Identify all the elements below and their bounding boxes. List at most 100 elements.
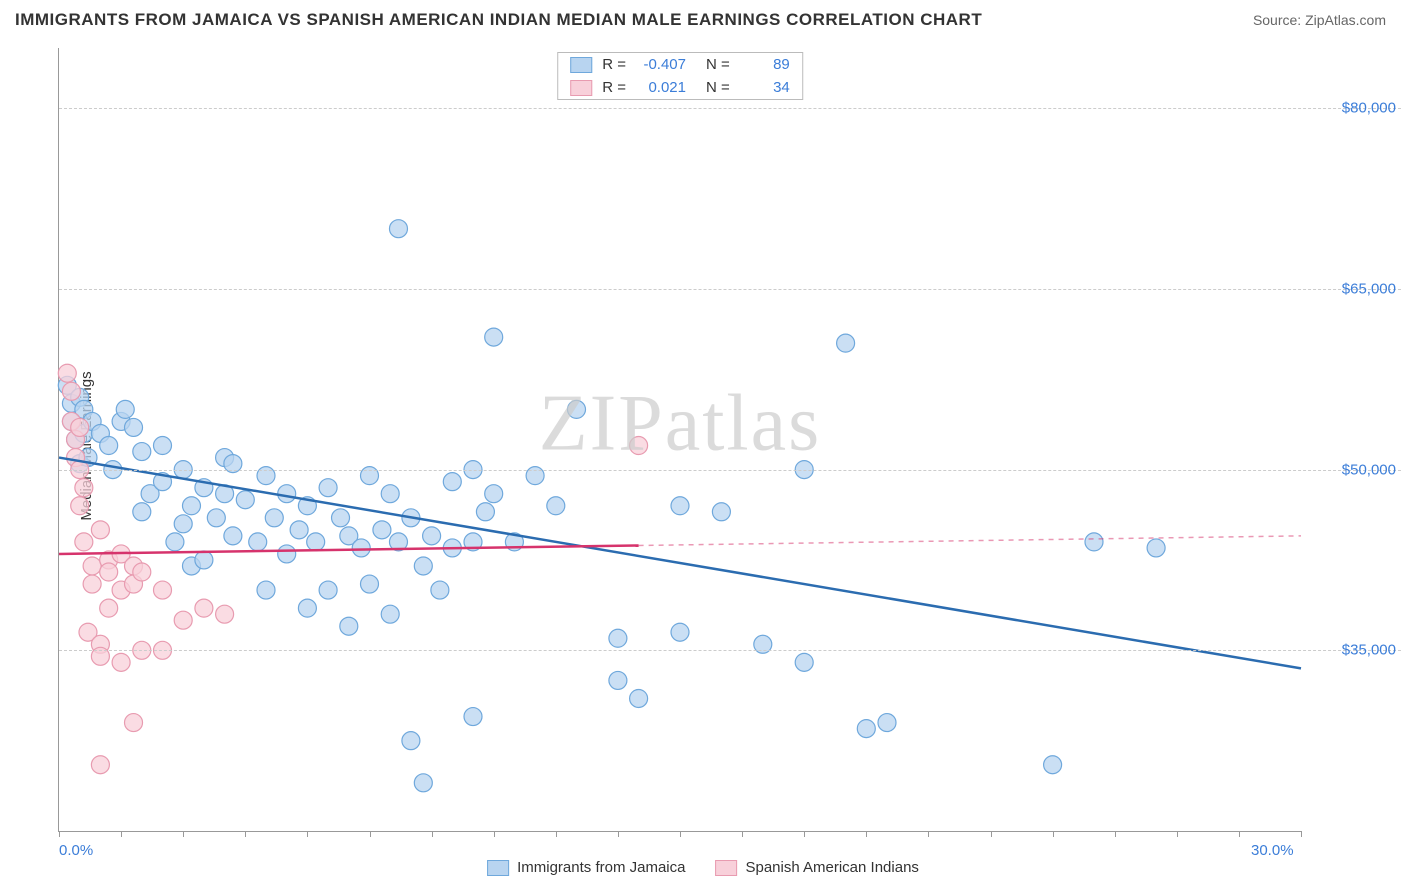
legend-swatch [487, 860, 509, 876]
x-tick [121, 831, 122, 837]
data-point [112, 653, 130, 671]
data-point [100, 563, 118, 581]
data-point [133, 443, 151, 461]
x-tick [991, 831, 992, 837]
legend-swatch [570, 57, 592, 73]
data-point [83, 575, 101, 593]
x-tick [1115, 831, 1116, 837]
data-point [278, 545, 296, 563]
data-point [319, 479, 337, 497]
legend-label: Spanish American Indians [745, 859, 918, 876]
data-point [712, 503, 730, 521]
data-point [174, 611, 192, 629]
data-point [154, 581, 172, 599]
data-point [75, 533, 93, 551]
n-value: 89 [740, 56, 790, 73]
legend-stat-row: R = 0.021 N = 34 [558, 76, 802, 99]
x-tick [1239, 831, 1240, 837]
gridline [59, 108, 1401, 109]
data-point [195, 551, 213, 569]
data-point [414, 557, 432, 575]
data-point [1044, 756, 1062, 774]
y-tick-label: $80,000 [1342, 100, 1396, 117]
data-point [100, 437, 118, 455]
data-point [154, 437, 172, 455]
legend-swatch [715, 860, 737, 876]
data-point [133, 563, 151, 581]
correlation-legend: R = -0.407 N = 89 R = 0.021 N = 34 [557, 52, 803, 100]
data-point [249, 533, 267, 551]
data-point [485, 328, 503, 346]
data-point [174, 515, 192, 533]
legend-item: Spanish American Indians [715, 859, 918, 876]
trend-line-extrapolated [639, 536, 1301, 546]
r-label: R = [602, 79, 626, 96]
r-value: -0.407 [636, 56, 686, 73]
data-point [414, 774, 432, 792]
data-point [381, 605, 399, 623]
data-point [332, 509, 350, 527]
legend-label: Immigrants from Jamaica [517, 859, 685, 876]
data-point [58, 364, 76, 382]
data-point [224, 527, 242, 545]
n-label: N = [706, 56, 730, 73]
x-tick [432, 831, 433, 837]
data-point [307, 533, 325, 551]
data-point [671, 623, 689, 641]
data-point [485, 485, 503, 503]
x-tick [680, 831, 681, 837]
data-point [319, 581, 337, 599]
x-tick [370, 831, 371, 837]
data-point [290, 521, 308, 539]
data-point [83, 557, 101, 575]
legend-item: Immigrants from Jamaica [487, 859, 685, 876]
data-point [609, 671, 627, 689]
n-label: N = [706, 79, 730, 96]
data-point [568, 400, 586, 418]
data-point [547, 497, 565, 515]
data-point [91, 521, 109, 539]
data-point [1147, 539, 1165, 557]
data-point [166, 533, 184, 551]
x-tick [1053, 831, 1054, 837]
n-value: 34 [740, 79, 790, 96]
chart-plot-area: ZIPatlas R =-0.407N =89R =0.021N =34 $35… [58, 48, 1301, 832]
data-point [75, 479, 93, 497]
r-label: R = [602, 56, 626, 73]
r-value: 0.021 [636, 79, 686, 96]
data-point [431, 581, 449, 599]
data-point [464, 708, 482, 726]
data-point [298, 599, 316, 617]
x-tick [804, 831, 805, 837]
x-tick-label: 30.0% [1251, 842, 1294, 859]
data-point [125, 714, 143, 732]
data-point [837, 334, 855, 352]
x-tick [1177, 831, 1178, 837]
data-point [340, 617, 358, 635]
gridline [59, 470, 1401, 471]
gridline [59, 289, 1401, 290]
legend-stat-row: R = -0.407 N = 89 [558, 53, 802, 76]
scatter-plot-svg [59, 48, 1301, 831]
data-point [265, 509, 283, 527]
data-point [352, 539, 370, 557]
data-point [100, 599, 118, 617]
data-point [1085, 533, 1103, 551]
data-point [62, 382, 80, 400]
y-tick-label: $65,000 [1342, 280, 1396, 297]
data-point [71, 497, 89, 515]
data-point [216, 605, 234, 623]
data-point [182, 497, 200, 515]
data-point [857, 720, 875, 738]
x-tick [307, 831, 308, 837]
data-point [133, 503, 151, 521]
data-point [278, 485, 296, 503]
data-point [630, 437, 648, 455]
legend-swatch [570, 80, 592, 96]
data-point [630, 689, 648, 707]
data-point [71, 418, 89, 436]
chart-title: IMMIGRANTS FROM JAMAICA VS SPANISH AMERI… [15, 10, 982, 30]
data-point [795, 653, 813, 671]
x-tick [183, 831, 184, 837]
trend-line [59, 546, 639, 554]
